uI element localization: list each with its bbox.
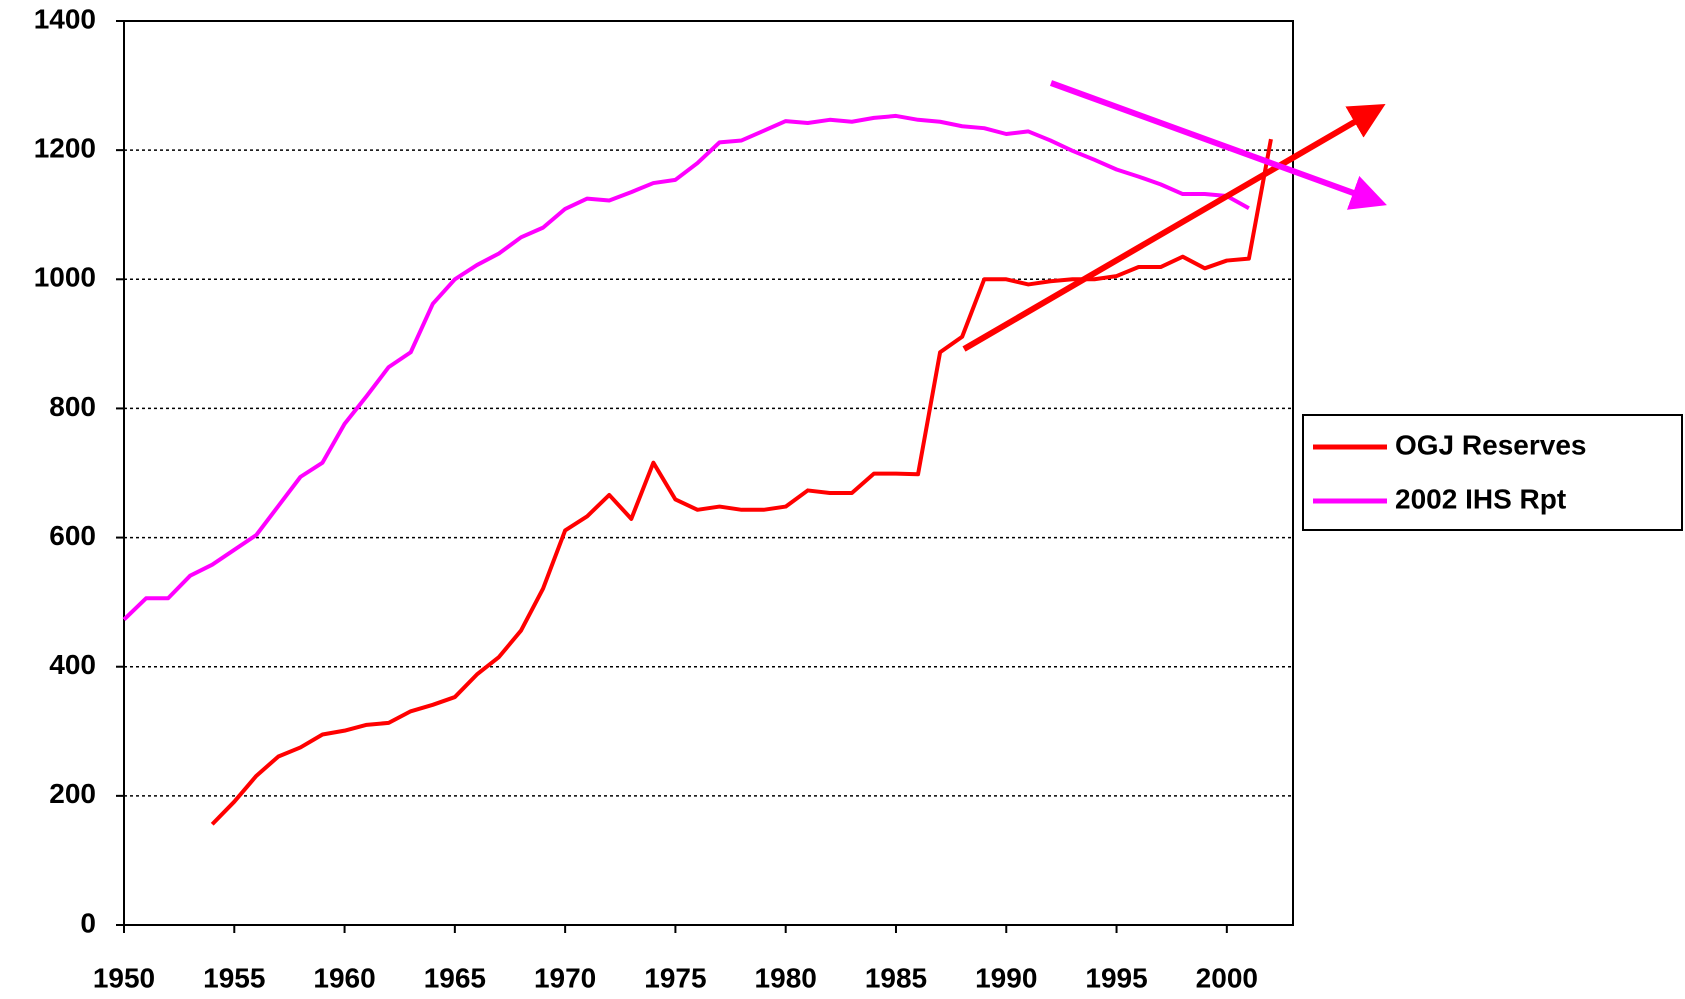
x-tick-label: 1970: [534, 962, 596, 993]
legend: OGJ Reserves 2002 IHS Rpt: [1302, 414, 1683, 531]
trend-arrow-down: [1049, 80, 1387, 210]
trend-arrow-up: [962, 103, 1386, 352]
y-tick-label: 1400: [34, 3, 96, 34]
y-tick-label: 1000: [34, 262, 96, 293]
series-line: [210, 138, 1273, 826]
y-tick-label: 200: [49, 778, 96, 809]
y-tick-label: 400: [49, 649, 96, 680]
x-tick-label: 1950: [93, 962, 155, 993]
y-tick-label: 0: [80, 907, 96, 938]
x-tick-label: 1995: [1085, 962, 1147, 993]
series-line: [122, 113, 1250, 622]
plot-area: 0 200 400 600 800 1000 1200 1400 1950 1955 1960 196…: [34, 3, 1294, 993]
x-tick-label: 1955: [203, 962, 265, 993]
x-tick-label: 1980: [755, 962, 817, 993]
y-tick-label: 600: [49, 520, 96, 551]
trend-arrows: [962, 80, 1387, 352]
x-tick-label: 2000: [1196, 962, 1258, 993]
x-tick-label: 1975: [644, 962, 706, 993]
x-tick-label: 1985: [865, 962, 927, 993]
x-tick-label: 1960: [313, 962, 375, 993]
legend-label: OGJ Reserves: [1395, 429, 1586, 460]
plot-frame: [123, 20, 1294, 926]
x-tick-label: 1965: [424, 962, 486, 993]
legend-label: 2002 IHS Rpt: [1395, 483, 1566, 514]
x-tick-label: 1990: [975, 962, 1037, 993]
y-tick-label: 1200: [34, 133, 96, 164]
y-tick-label: 800: [49, 391, 96, 422]
legend-box: [1302, 414, 1683, 531]
